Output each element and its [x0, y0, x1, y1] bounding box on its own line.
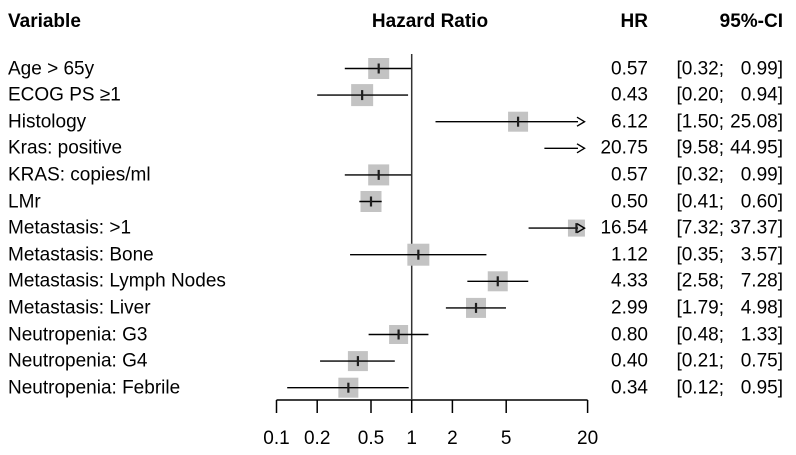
variable-label: Kras: positive — [8, 137, 123, 159]
ci-upper-bound: 7.28] — [740, 270, 783, 292]
ci-upper-bound: 3.57] — [740, 244, 783, 266]
ci-lower-bound: [0.21; — [676, 350, 724, 372]
hr-value: 0.57 — [611, 164, 648, 186]
column-header-hr: HR — [620, 11, 648, 32]
hr-value: 4.33 — [611, 270, 648, 292]
x-axis-tick-label: 1 — [406, 428, 417, 449]
ci-lower-bound: [0.41; — [676, 191, 724, 212]
variable-label: Neutropenia: G3 — [8, 324, 148, 345]
x-axis-tick-label: 0.5 — [358, 428, 384, 449]
hr-value: 0.34 — [611, 377, 648, 399]
hr-value: 1.12 — [611, 244, 648, 266]
ci-value: [0.32; 0.99] — [669, 165, 783, 184]
ci-upper-bound: 25.08] — [730, 111, 783, 133]
ci-upper-bound: 44.95] — [730, 137, 783, 159]
ci-value: [9.58; 44.95] — [669, 139, 783, 158]
column-header-variable: Variable — [8, 11, 81, 32]
arrow-right-icon — [576, 222, 586, 234]
variable-label: LMr — [8, 191, 41, 212]
column-header-ci: 95%-CI — [719, 11, 783, 32]
variable-label: ECOG PS ≥1 — [8, 84, 121, 106]
ci-lower-bound: [9.58; — [676, 137, 724, 159]
ci-lower-bound: [1.79; — [676, 297, 724, 319]
ci-lower-bound: [0.35; — [676, 244, 724, 266]
ci-upper-bound: 0.99] — [740, 58, 783, 79]
ci-upper-bound: 4.98] — [740, 297, 783, 319]
arrow-right-icon — [576, 143, 586, 154]
ci-upper-bound: 37.37] — [730, 217, 783, 239]
variable-label: Metastasis: Liver — [8, 297, 151, 319]
ci-value: [0.35; 3.57] — [669, 245, 783, 264]
ci-lower-bound: [0.32; — [676, 58, 724, 79]
x-axis-tick-label: 2 — [447, 428, 458, 449]
hr-value: 0.80 — [611, 324, 648, 345]
variable-label: Neutropenia: Febrile — [8, 377, 181, 399]
ci-value: [2.58; 7.28] — [669, 272, 783, 291]
variable-label: Metastasis: Lymph Nodes — [8, 270, 226, 292]
hr-value: 0.40 — [611, 350, 648, 372]
ci-value: [7.32; 37.37] — [669, 219, 783, 238]
ci-lower-bound: [0.32; — [676, 164, 724, 186]
variable-label: Metastasis: Bone — [8, 244, 154, 266]
ci-lower-bound: [1.50; — [676, 111, 724, 133]
hr-value: 6.12 — [611, 111, 648, 133]
arrow-right-icon — [576, 116, 586, 127]
ci-lower-bound: [0.12; — [676, 377, 724, 399]
hr-value: 2.99 — [611, 297, 648, 319]
ci-value: [1.50; 25.08] — [669, 112, 783, 131]
x-axis-tick-label: 0.2 — [304, 428, 330, 449]
x-axis-tick-label: 20 — [577, 428, 598, 449]
ci-value: [0.12; 0.95] — [669, 378, 783, 397]
hr-value: 16.54 — [600, 217, 648, 239]
ci-upper-bound: 0.94] — [740, 84, 783, 106]
hr-value: 0.50 — [611, 191, 648, 212]
hr-value: 0.57 — [611, 58, 648, 79]
ci-value: [0.21; 0.75] — [669, 352, 783, 371]
ci-upper-bound: 0.60] — [740, 191, 783, 212]
ci-upper-bound: 0.95] — [740, 377, 783, 399]
x-axis-tick-label: 5 — [501, 428, 512, 449]
ci-value: [1.79; 4.98] — [669, 298, 783, 317]
variable-label: Metastasis: >1 — [8, 217, 132, 239]
hr-value: 20.75 — [600, 137, 648, 159]
ci-upper-bound: 0.75] — [740, 350, 783, 372]
variable-label: Histology — [8, 111, 87, 133]
hr-value: 0.43 — [611, 84, 648, 106]
variable-label: Neutropenia: G4 — [8, 350, 148, 372]
ci-lower-bound: [0.48; — [676, 324, 724, 345]
ci-value: [0.41; 0.60] — [669, 192, 783, 211]
ci-value: [0.20; 0.94] — [669, 86, 783, 105]
variable-label: Age > 65y — [8, 58, 95, 79]
ci-value: [0.32; 0.99] — [669, 59, 783, 78]
column-header-hazard-ratio: Hazard Ratio — [371, 11, 489, 32]
variable-label: KRAS: copies/ml — [8, 164, 151, 186]
ci-lower-bound: [0.20; — [676, 84, 724, 106]
ci-lower-bound: [2.58; — [676, 270, 724, 292]
ci-lower-bound: [7.32; — [676, 217, 724, 239]
ci-upper-bound: 0.99] — [740, 164, 783, 186]
ci-upper-bound: 1.33] — [740, 324, 783, 345]
ci-value: [0.48; 1.33] — [669, 325, 783, 344]
x-axis-tick-label: 0.1 — [263, 428, 289, 449]
